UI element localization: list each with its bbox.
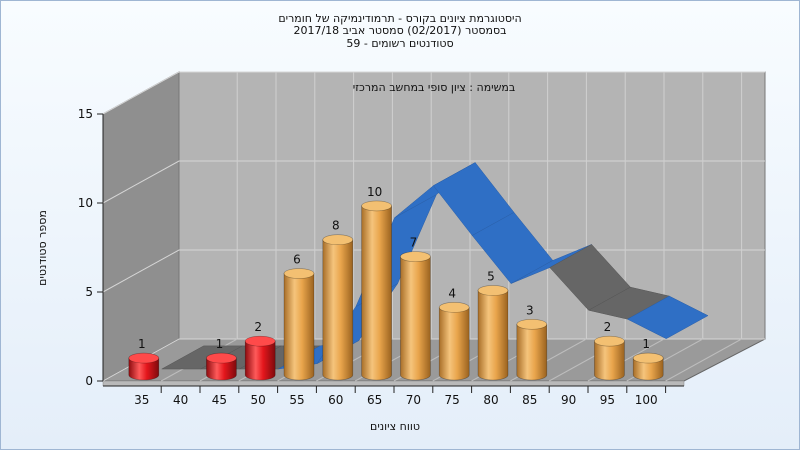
bar-value-label: 1 [642, 337, 650, 351]
bar: 10 [361, 185, 392, 381]
x-tick-label: 45 [212, 393, 227, 407]
x-tick-label: 35 [134, 393, 149, 407]
chart-title-line-3: סטודנטים רשומים - 59 [346, 37, 454, 50]
bar: 5 [477, 269, 509, 381]
bars: 1 1 2 6 8 10 7 4 5 3 2 1 [128, 185, 664, 381]
bar: 1 [206, 337, 237, 381]
bar-top [438, 302, 470, 313]
bar-body [206, 357, 237, 381]
bar-top [206, 352, 237, 364]
y-tick-label: 0 [85, 374, 93, 388]
x-tick-label: 85 [522, 393, 537, 407]
bar-body [128, 357, 160, 381]
bar-value-label: 2 [604, 320, 612, 334]
chart-title-line-2: בסמסטר (02/2017) סמסטר אביב 2017/18 [293, 24, 507, 37]
bar: 1 [632, 337, 664, 381]
y-grid-line [102, 338, 765, 382]
y-tick-label: 10 [78, 196, 93, 210]
bar: 7 [400, 236, 431, 381]
y-tick-label: 15 [78, 107, 93, 121]
y-grid-line [102, 249, 765, 293]
bar-value-label: 3 [526, 303, 534, 317]
trend-segment [626, 295, 709, 340]
x-tick-label: 40 [173, 393, 188, 407]
bar: 3 [516, 303, 548, 381]
bar-value-label: 10 [367, 185, 382, 199]
bar-body [516, 323, 548, 381]
y-grid-line [102, 160, 765, 204]
bar-body [322, 239, 354, 381]
x-tick-label: 75 [445, 393, 460, 407]
bar: 2 [594, 320, 625, 381]
bar-body [632, 357, 664, 381]
x-tick-label: 60 [328, 393, 343, 407]
floor-front-edge [102, 380, 685, 387]
bar-value-label: 4 [448, 286, 456, 300]
bar-body [283, 273, 315, 381]
x-tick-label: 95 [600, 393, 615, 407]
left-wall [102, 71, 180, 382]
bar-body [244, 340, 276, 381]
x-tick-label: 100 [635, 393, 658, 407]
bar-top [322, 234, 354, 246]
bar-body [361, 205, 392, 381]
x-tick-label: 90 [561, 393, 576, 407]
bar-value-label: 2 [254, 320, 262, 334]
x-tick-label: 65 [367, 393, 382, 407]
bar-value-label: 6 [293, 253, 301, 267]
bar-top [400, 251, 431, 262]
bar-top [516, 318, 548, 330]
bar: 2 [244, 320, 276, 381]
x-tick-label: 80 [483, 393, 498, 407]
bar-body [400, 256, 431, 381]
bar-value-label: 1 [216, 337, 224, 351]
bar-top [361, 200, 392, 212]
bar-value-label: 7 [410, 236, 418, 250]
bar-top [594, 335, 625, 347]
y-axis-label: מספר סטודנטים [36, 210, 49, 286]
y-grid-line [102, 71, 765, 115]
bar-body [594, 340, 625, 381]
bar: 4 [438, 286, 470, 381]
bar: 1 [128, 337, 160, 381]
x-tick-label: 70 [406, 393, 421, 407]
grid-lines [102, 71, 765, 382]
bar: 8 [322, 219, 354, 381]
chart-title-line-1: היסטוגרמת ציונים בקורס - תרמודינמיקה של … [278, 12, 522, 25]
bar-value-label: 5 [487, 269, 495, 283]
x-tick-label: 55 [289, 393, 304, 407]
bar-body [477, 290, 509, 381]
bar-top [244, 335, 276, 347]
bar: 6 [283, 253, 315, 381]
bar-body [438, 307, 470, 381]
x-tick-label: 50 [251, 393, 266, 407]
x-axis-label: טווח ציונים [370, 420, 420, 433]
bar-value-label: 1 [138, 337, 146, 351]
bar-top [632, 352, 664, 364]
bar-top [477, 285, 509, 296]
bar-top [128, 352, 160, 364]
bar-top [283, 268, 315, 279]
chart-subtitle: במשימה : ציון סופי במחשב המרכזי [353, 81, 516, 94]
floor-grid-line [665, 338, 742, 382]
y-tick-label: 5 [85, 285, 93, 299]
bar-value-label: 8 [332, 219, 340, 233]
